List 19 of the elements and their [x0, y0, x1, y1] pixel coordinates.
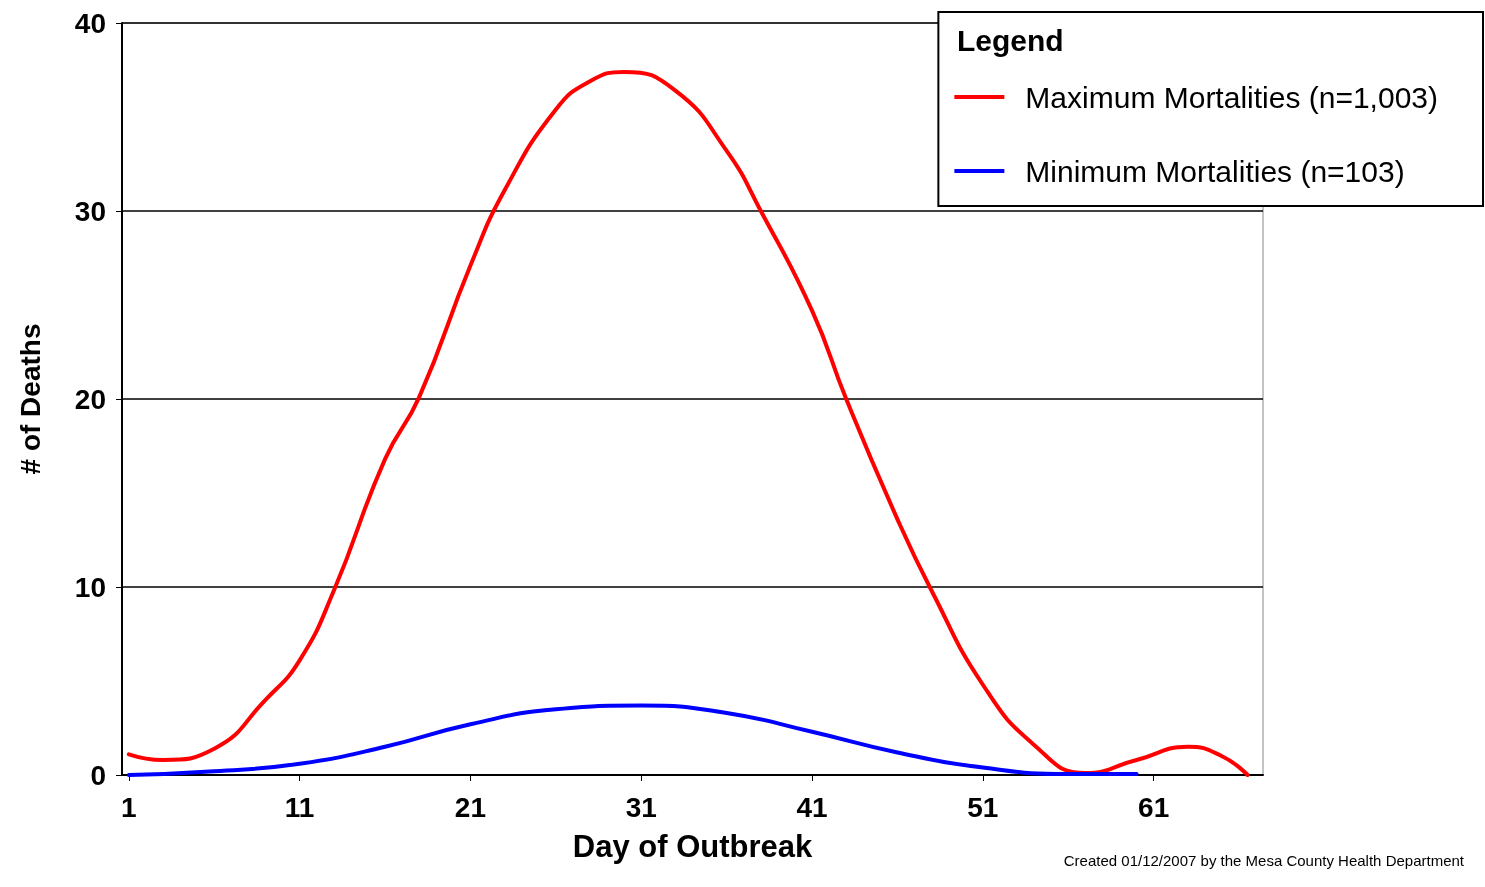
text: Created 01/12/2007 by the Mesa County Health Department — [1063, 852, 1465, 869]
y-tick-label: 40 — [74, 7, 106, 39]
y-tick-label: 20 — [74, 383, 106, 415]
y-tick-label: 0 — [90, 759, 106, 791]
line-series — [126, 703, 1139, 777]
legend-label: Maximum Mortalities (n=1,003) — [1025, 80, 1439, 114]
x-axis-title: Day of Outbreak — [572, 829, 813, 864]
x-tick-label: 61 — [1138, 791, 1170, 823]
x-tick-label: 11 — [284, 791, 315, 823]
legend-title: Legend — [957, 23, 1064, 57]
legend-label: Minimum Mortalities (n=103) — [1025, 154, 1405, 188]
x-tick-label: 31 — [625, 791, 657, 823]
y-tick-label: 10 — [74, 571, 106, 603]
x-tick-label: 21 — [454, 791, 487, 823]
x-tick-label: 51 — [967, 791, 999, 823]
x-tick-label: 1 — [121, 791, 137, 823]
y-tick-label: 30 — [74, 195, 106, 227]
y-axis-title: # of Deaths — [14, 323, 46, 475]
x-tick-label: 41 — [796, 791, 828, 823]
